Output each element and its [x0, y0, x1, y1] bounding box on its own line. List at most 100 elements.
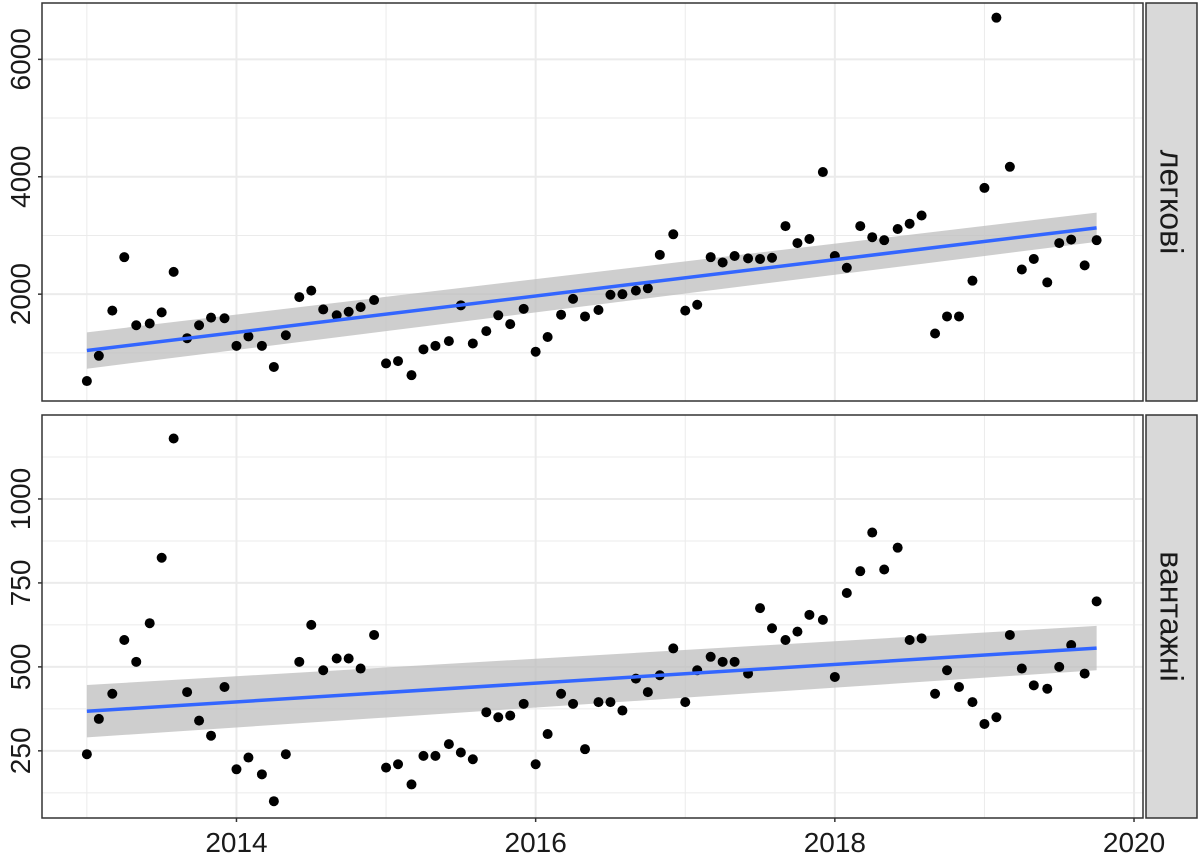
y-tick-label: 750: [5, 560, 36, 607]
panel-border: [41, 414, 1144, 819]
data-point: [268, 361, 279, 372]
data-point: [767, 623, 778, 634]
data-point: [443, 739, 454, 750]
y-tick-label: 6000: [5, 28, 36, 90]
data-point: [630, 285, 641, 296]
data-point: [430, 340, 441, 351]
data-point: [144, 318, 155, 329]
data-point: [318, 665, 329, 676]
data-point: [530, 346, 541, 357]
data-point: [107, 688, 118, 699]
data-point: [729, 251, 740, 262]
data-point: [542, 729, 553, 740]
data-point: [280, 749, 291, 760]
data-point: [119, 635, 130, 646]
data-point: [256, 340, 267, 351]
data-point: [841, 262, 852, 273]
data-point: [729, 656, 740, 667]
data-point: [642, 687, 653, 698]
x-tick-label: 2020: [1103, 827, 1165, 858]
data-point: [904, 635, 915, 646]
data-point: [219, 682, 230, 693]
data-point: [505, 319, 516, 330]
data-point: [717, 257, 728, 268]
data-point: [617, 705, 628, 716]
data-point: [93, 713, 104, 724]
data-point: [792, 238, 803, 249]
facet-strip: [1145, 2, 1198, 402]
data-point: [680, 697, 691, 708]
data-point: [194, 715, 205, 726]
data-point: [668, 643, 679, 654]
data-point: [219, 313, 230, 324]
data-point: [668, 229, 679, 240]
data-point: [705, 651, 716, 662]
data-point: [381, 762, 392, 773]
data-point: [855, 566, 866, 577]
data-point: [393, 759, 404, 770]
data-point: [256, 769, 267, 780]
data-point: [418, 344, 429, 355]
panel-background: [42, 415, 1143, 818]
data-point: [892, 224, 903, 235]
data-point: [280, 330, 291, 341]
data-point: [817, 167, 828, 178]
data-point: [156, 307, 167, 318]
data-point: [194, 320, 205, 331]
data-point: [680, 305, 691, 316]
data-point: [393, 356, 404, 367]
data-point: [817, 614, 828, 625]
data-point: [892, 542, 903, 553]
data-point: [430, 750, 441, 761]
data-point: [967, 275, 978, 286]
data-point: [467, 338, 478, 349]
data-point: [168, 266, 179, 277]
data-point: [518, 698, 529, 709]
data-point: [1028, 680, 1039, 691]
data-point: [81, 749, 92, 760]
data-point: [1004, 161, 1015, 172]
data-point: [804, 609, 815, 620]
y-tick-label: 4000: [5, 146, 36, 208]
data-point: [642, 283, 653, 294]
data-point: [879, 235, 890, 246]
data-point: [930, 328, 941, 339]
facet-strip: [1145, 414, 1198, 819]
data-point: [654, 249, 665, 260]
x-tick-label: 2018: [804, 827, 866, 858]
data-point: [705, 252, 716, 263]
data-point: [954, 682, 965, 693]
data-point: [518, 303, 529, 314]
confidence-band: [86, 625, 1097, 738]
data-point: [343, 306, 354, 317]
data-point: [867, 232, 878, 243]
data-point: [343, 653, 354, 664]
data-point: [318, 304, 329, 315]
x-tick-label: 2016: [505, 827, 567, 858]
data-point: [1091, 235, 1102, 246]
data-point: [1016, 264, 1027, 275]
data-point: [593, 305, 604, 316]
data-point: [231, 340, 242, 351]
data-point: [182, 687, 193, 698]
data-point: [1079, 668, 1090, 679]
data-point: [481, 326, 492, 337]
data-point: [780, 635, 791, 646]
data-point: [467, 754, 478, 765]
data-point: [306, 285, 317, 296]
data-point: [206, 730, 217, 741]
data-point: [942, 665, 953, 676]
data-point: [369, 629, 380, 640]
data-point: [306, 619, 317, 630]
data-point: [144, 618, 155, 629]
data-point: [556, 309, 567, 320]
data-point: [1042, 277, 1053, 288]
data-point: [979, 718, 990, 729]
data-point: [294, 292, 305, 303]
data-point: [406, 370, 417, 381]
data-point: [580, 744, 591, 755]
data-point: [829, 671, 840, 682]
data-point: [692, 299, 703, 310]
data-point: [443, 336, 454, 347]
data-point: [455, 747, 466, 758]
